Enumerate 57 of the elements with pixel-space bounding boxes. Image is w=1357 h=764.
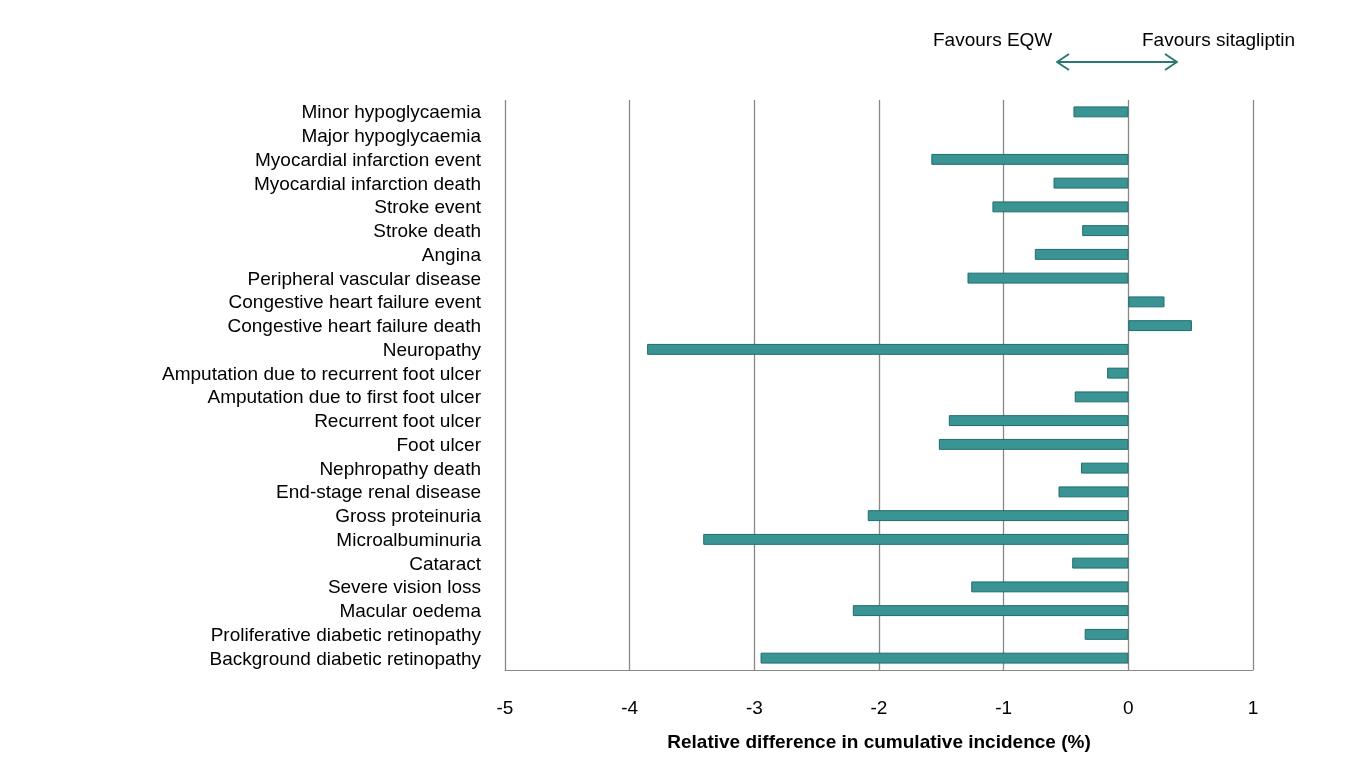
y-tick-label: Amputation due to first foot ulcer (207, 386, 482, 408)
bar (1080, 462, 1129, 474)
bar (938, 438, 1129, 450)
bar (1053, 177, 1129, 189)
x-axis-title: Relative difference in cumulative incidence (%) (667, 731, 1091, 752)
x-tick-label: -4 (621, 697, 639, 718)
y-tick-label: Peripheral vascular disease (247, 267, 481, 289)
bar (1107, 367, 1129, 379)
bar (1072, 557, 1129, 569)
y-tick-label: Amputation due to recurrent foot ulcer (162, 362, 482, 384)
x-tick-label: 1 (1247, 697, 1259, 718)
bar (992, 201, 1129, 213)
bar (931, 153, 1129, 165)
y-tick-label: Neuropathy (382, 338, 482, 360)
bar (971, 581, 1129, 593)
y-tick-label: Stroke event (374, 196, 482, 218)
bar (867, 510, 1129, 522)
y-tick-label: Nephropathy death (319, 457, 481, 479)
x-tick-label: -5 (496, 697, 514, 718)
bar (1082, 225, 1129, 237)
y-tick-label: Microalbuminuria (336, 528, 482, 550)
y-tick-label: End-stage renal disease (276, 481, 481, 503)
x-tick-label: 0 (1123, 697, 1134, 718)
y-tick-label: Background diabetic retinopathy (209, 647, 482, 669)
x-tick-label: -1 (995, 697, 1013, 718)
y-tick-label: Myocardial infarction death (253, 172, 481, 194)
y-tick-label: Recurrent foot ulcer (314, 410, 482, 432)
y-tick-label: Macular oedema (339, 600, 482, 622)
bar (1073, 106, 1129, 118)
bar (1128, 296, 1165, 308)
y-tick-label: Major hypoglycaemia (301, 125, 482, 147)
y-tick-label: Stroke death (373, 220, 481, 242)
y-tick-label: Angina (421, 243, 482, 265)
x-tick-label: -2 (870, 697, 888, 718)
bar (967, 272, 1129, 284)
bar (1074, 391, 1129, 403)
y-tick-label: Proliferative diabetic retinopathy (210, 623, 482, 645)
y-tick-label: Myocardial infarction event (255, 148, 482, 170)
bar (852, 605, 1129, 617)
y-tick-label: Cataract (409, 552, 482, 574)
bar (1084, 628, 1129, 640)
bar (948, 415, 1129, 427)
y-tick-label: Congestive heart failure event (228, 291, 482, 313)
y-tick-label: Foot ulcer (396, 433, 482, 455)
text: Favours sitagliptin (1142, 29, 1296, 50)
y-tick-label: Congestive heart failure death (227, 315, 481, 337)
y-tick-label: Gross proteinuria (335, 505, 482, 527)
bar (1058, 486, 1129, 498)
bar (703, 533, 1129, 545)
bar (1128, 320, 1192, 332)
bar (647, 343, 1129, 355)
bar (760, 652, 1129, 664)
bar (1034, 248, 1129, 260)
y-tick-label: Severe vision loss (327, 576, 481, 598)
text: Favours EQW (933, 29, 1053, 50)
x-tick-label: -3 (745, 697, 763, 718)
y-tick-label: Minor hypoglycaemia (301, 101, 482, 123)
